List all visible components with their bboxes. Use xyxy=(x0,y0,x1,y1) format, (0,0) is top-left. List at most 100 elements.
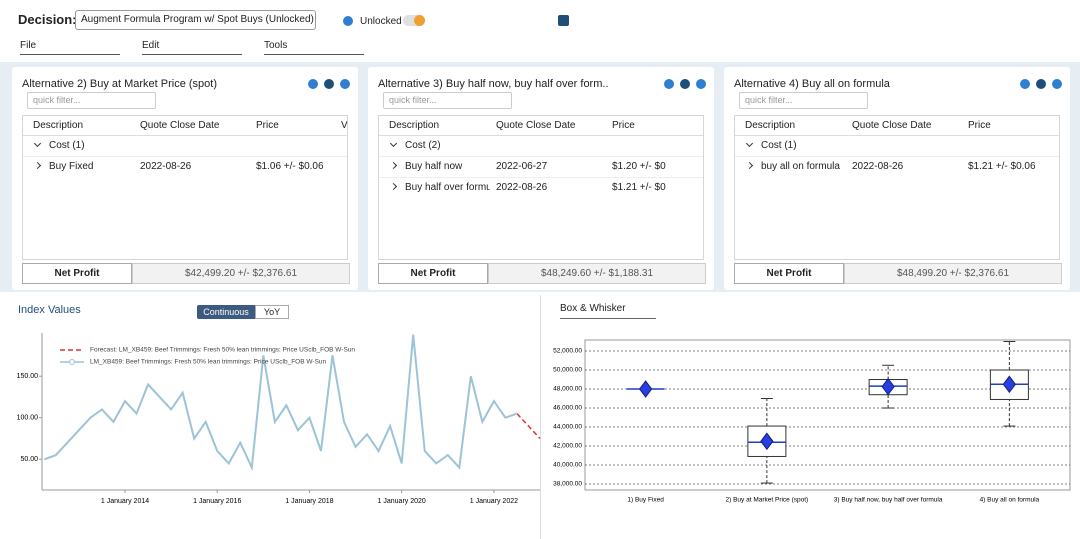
column-header: Va xyxy=(341,120,348,131)
series-line xyxy=(44,335,517,468)
plot-frame xyxy=(585,340,1070,490)
legend-label: LM_XB459: Beef Trimmings: Fresh 50% lean… xyxy=(90,359,327,366)
column-header: Quote Close Date xyxy=(496,120,604,131)
chevron-right xyxy=(746,162,753,169)
chevron-right xyxy=(390,183,397,190)
net-profit-label: Net Profit xyxy=(734,263,844,284)
panel-title: Alternative 4) Buy all on formula xyxy=(734,78,964,90)
cell: Buy half now xyxy=(405,161,490,172)
chevron-down xyxy=(34,140,41,147)
cell: $1.20 +/- $0 xyxy=(612,161,691,172)
cell: 2022-08-26 xyxy=(852,161,962,172)
group-row[interactable]: Cost (2) xyxy=(405,140,441,151)
y-tick-label: 42,000.00 xyxy=(553,443,582,450)
menu[interactable]: File xyxy=(20,40,120,55)
chevron-down xyxy=(746,140,753,147)
x-tick-label: 1 January 2016 xyxy=(193,498,241,505)
quick-filter[interactable]: quick filter... xyxy=(739,92,868,109)
panel-title: Alternative 2) Buy at Market Price (spot… xyxy=(22,78,252,90)
toggle-knob xyxy=(414,15,425,26)
panel-action[interactable] xyxy=(1036,79,1046,89)
y-tick-label: 40,000.00 xyxy=(553,462,582,469)
panel-action[interactable] xyxy=(308,79,318,89)
toggle[interactable] xyxy=(403,15,425,26)
column-header: Description xyxy=(745,120,844,131)
cell: Buy half over formula xyxy=(405,182,490,193)
row-line xyxy=(23,156,347,157)
group-row[interactable]: Cost (1) xyxy=(761,140,797,151)
column-header: Description xyxy=(33,120,132,131)
cell: 2022-08-26 xyxy=(140,161,250,172)
alternative-panel: Alternative 2) Buy at Market Price (spot… xyxy=(12,67,358,290)
menu[interactable]: Tools xyxy=(264,40,364,55)
chevron-right xyxy=(390,162,397,169)
chevron-right xyxy=(34,162,41,169)
panel-action[interactable] xyxy=(696,79,706,89)
legend-marker xyxy=(70,360,75,365)
y-tick-label: 100.00 xyxy=(17,415,39,422)
quick-filter[interactable]: quick filter... xyxy=(27,92,156,109)
row-line xyxy=(379,156,703,157)
cell: $1.21 +/- $0 xyxy=(612,182,691,193)
menu[interactable]: Edit xyxy=(142,40,242,55)
net-profit-value: $48,249.60 +/- $1,188.31 xyxy=(488,263,706,284)
cell: 2022-06-27 xyxy=(496,161,606,172)
column-header: Description xyxy=(389,120,488,131)
y-tick-label: 50.00 xyxy=(20,456,38,463)
net-profit-label: Net Profit xyxy=(378,263,488,284)
mean-marker xyxy=(640,381,652,397)
x-tick-label: 3) Buy half now, buy half over formula xyxy=(834,497,943,504)
net-profit-value: $48,499.20 +/- $2,376.61 xyxy=(844,263,1062,284)
x-tick-label: 1 January 2020 xyxy=(378,498,426,505)
table: Description Quote Close Date Price Cost (2)… xyxy=(378,115,704,260)
panel-action[interactable] xyxy=(1052,79,1062,89)
cell: Buy Fixed xyxy=(49,161,134,172)
panel-action[interactable] xyxy=(340,79,350,89)
toggle-label: Unlocked xyxy=(360,16,402,27)
row-line xyxy=(735,156,1059,157)
column-header: Price xyxy=(612,120,689,131)
y-tick-label: 150.00 xyxy=(17,373,39,380)
cell: $1.06 +/- $0.06 xyxy=(256,161,335,172)
x-tick-label: 1 January 2022 xyxy=(470,498,518,505)
cell: buy all on formula xyxy=(761,161,846,172)
table: Description Quote Close Date Price Cost (1)… xyxy=(734,115,1060,260)
y-tick-label: 48,000.00 xyxy=(553,386,582,393)
column-header: Price xyxy=(256,120,333,131)
add-icon[interactable] xyxy=(343,16,353,26)
row-line xyxy=(379,177,703,178)
y-tick-label: 46,000.00 xyxy=(553,405,582,412)
cell: 2022-08-26 xyxy=(496,182,606,193)
info-icon[interactable] xyxy=(558,15,569,26)
alternative-panel: Alternative 3) Buy half now, buy half ov… xyxy=(368,67,714,290)
x-tick-label: 1) Buy Fixed xyxy=(627,497,664,504)
chevron-down xyxy=(390,140,397,147)
x-tick-label: 1 January 2018 xyxy=(285,498,333,505)
net-profit-label: Net Profit xyxy=(22,263,132,284)
quick-filter[interactable]: quick filter... xyxy=(383,92,512,109)
decision-label: Decision: xyxy=(18,12,77,27)
decision-select[interactable]: Augment Formula Program w/ Spot Buys (Un… xyxy=(75,10,316,30)
column-header: Price xyxy=(968,120,1045,131)
charts: 50.00 100.00 150.00 1 January 2014 1 January… xyxy=(0,295,1080,539)
panel-action[interactable] xyxy=(324,79,334,89)
legend-label: Forecast: LM_XB459: Beef Trimmings: Fres… xyxy=(90,347,355,354)
x-tick-label: 1 January 2014 xyxy=(101,498,149,505)
y-tick-label: 50,000.00 xyxy=(553,367,582,374)
column-header: Quote Close Date xyxy=(140,120,248,131)
column-header: Quote Close Date xyxy=(852,120,960,131)
panel-title: Alternative 3) Buy half now, buy half ov… xyxy=(378,78,608,90)
cell: $1.21 +/- $0.06 xyxy=(968,161,1047,172)
group-row[interactable]: Cost (1) xyxy=(49,140,85,151)
panel-action[interactable] xyxy=(1020,79,1030,89)
x-tick-label: 2) Buy at Market Price (spot) xyxy=(726,497,809,504)
series-line xyxy=(517,414,540,439)
panel-action[interactable] xyxy=(680,79,690,89)
panel-action[interactable] xyxy=(664,79,674,89)
y-tick-label: 38,000.00 xyxy=(553,481,582,488)
y-tick-label: 44,000.00 xyxy=(553,424,582,431)
table: Description Quote Close Date Price Va Cost (… xyxy=(22,115,348,260)
net-profit-value: $42,499.20 +/- $2,376.61 xyxy=(132,263,350,284)
y-tick-label: 52,000.00 xyxy=(553,348,582,355)
